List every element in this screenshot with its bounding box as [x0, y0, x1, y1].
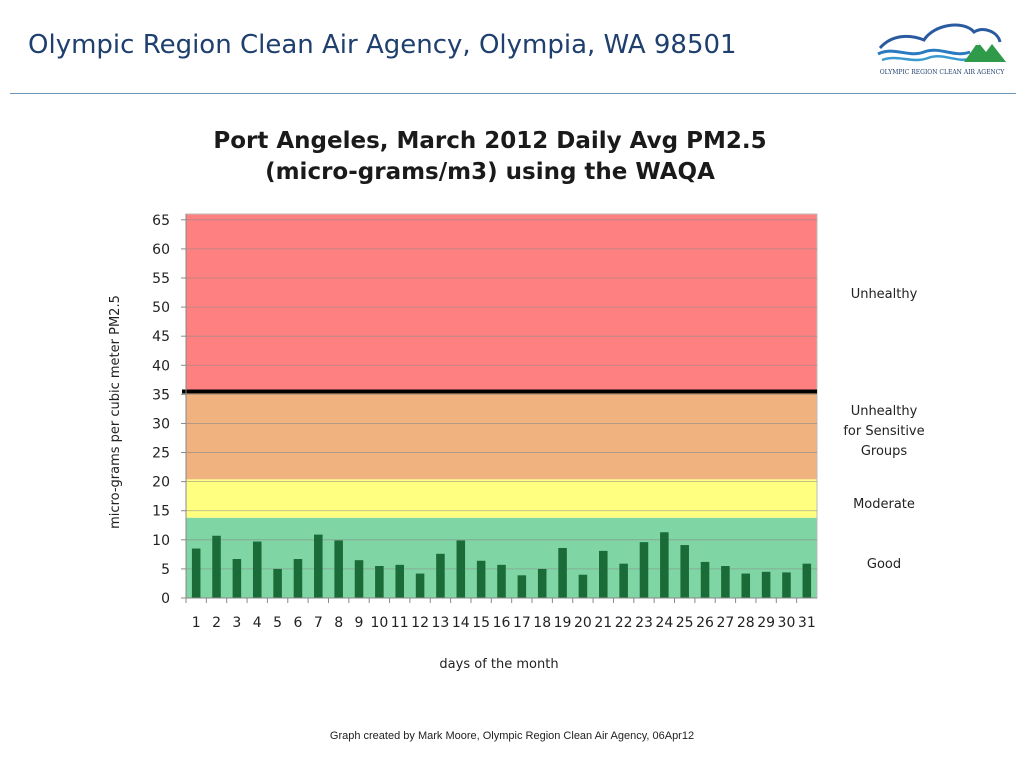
bar-day-29 — [761, 571, 771, 598]
band-label-good: Good — [867, 557, 901, 572]
x-tick-label: 12 — [411, 615, 429, 631]
y-tick-label: 20 — [152, 475, 170, 491]
y-tick-label: 55 — [152, 271, 170, 287]
bar-day-28 — [741, 573, 751, 598]
x-tick-label: 28 — [737, 615, 755, 631]
y-tick-label: 10 — [152, 533, 170, 549]
y-tick-label: 25 — [152, 446, 170, 462]
x-tick-label: 2 — [212, 615, 221, 631]
bar-day-26 — [700, 561, 710, 598]
band-label-unhealthy: Unhealthy — [851, 287, 918, 302]
x-tick-label: 22 — [615, 615, 633, 631]
x-tick-label: 15 — [472, 615, 490, 631]
x-tick-label: 16 — [493, 615, 511, 631]
y-axis-title: micro-grams per cubic meter PM2.5 — [108, 295, 123, 529]
x-tick-label: 3 — [232, 615, 241, 631]
x-tick-label: 29 — [757, 615, 775, 631]
band-moderate — [186, 479, 817, 518]
x-tick-label: 10 — [370, 615, 388, 631]
x-tick-label: 7 — [314, 615, 323, 631]
band-unhealthy — [186, 214, 817, 392]
x-tick-label: 21 — [594, 615, 612, 631]
bar-day-19 — [558, 547, 567, 598]
chart-title: Port Angeles, March 2012 Daily Avg PM2.5… — [150, 126, 830, 188]
bar-day-24 — [660, 532, 669, 598]
y-tick-label: 15 — [152, 504, 170, 520]
x-tick-label: 14 — [452, 615, 470, 631]
bar-series — [182, 389, 817, 598]
bar-day-7 — [314, 534, 323, 598]
x-tick-label: 26 — [696, 615, 714, 631]
bar-day-13 — [436, 553, 445, 598]
x-tick-label: 25 — [676, 615, 694, 631]
bar-day-18 — [537, 568, 547, 598]
band-unhealthy-for-sensitive-groups — [186, 391, 817, 480]
bar-day-5 — [273, 568, 282, 598]
x-tick-label: 9 — [355, 615, 364, 631]
bar-day-31 — [802, 563, 812, 598]
bar-day-8 — [334, 540, 343, 598]
bar-day-6 — [293, 559, 303, 598]
band-label-moderate: Moderate — [853, 497, 915, 512]
page-title: Olympic Region Clean Air Agency, Olympia… — [28, 30, 737, 60]
chart-title-line2: (micro-grams/m3) using the WAQA — [265, 159, 715, 185]
bar-day-9 — [354, 560, 364, 598]
footer-credit: Graph created by Mark Moore, Olympic Reg… — [329, 730, 695, 742]
bar-day-21 — [598, 550, 608, 598]
x-tick-label: 24 — [655, 615, 673, 631]
bar-day-22 — [619, 563, 628, 598]
x-tick-label: 8 — [334, 615, 343, 631]
x-tick-label: 31 — [798, 615, 816, 631]
bar-day-25 — [680, 545, 689, 598]
agency-logo: OLYMPIC REGION CLEAN AIR AGENCY — [877, 23, 1006, 76]
y-tick-label: 50 — [152, 300, 170, 316]
x-tick-label: 5 — [273, 615, 282, 631]
band-label-unhealthy-for-sensitive-groups: Unhealthy for Sensitive Groups — [843, 404, 924, 459]
x-tick-label: 17 — [513, 615, 531, 631]
bar-day-20 — [578, 574, 588, 598]
bar-day-10 — [375, 566, 384, 598]
x-tick-label: 30 — [778, 615, 796, 631]
header-divider — [10, 93, 1016, 94]
aqi-bands — [185, 213, 818, 599]
y-tick-label: 30 — [152, 416, 170, 432]
y-tick-label: 0 — [161, 591, 170, 607]
bar-day-12 — [415, 573, 425, 598]
x-tick-label: 13 — [432, 615, 450, 631]
y-tick-label: 35 — [152, 387, 170, 403]
bar-day-30 — [782, 572, 791, 598]
bar-day-4 — [252, 541, 262, 598]
x-tick-label: 23 — [635, 615, 653, 631]
bar-day-3 — [232, 559, 242, 598]
chart-title-line1: Port Angeles, March 2012 Daily Avg PM2.5 — [213, 128, 767, 154]
y-tick-label: 65 — [152, 213, 170, 229]
x-tick-label: 20 — [574, 615, 592, 631]
x-tick-label: 1 — [192, 615, 201, 631]
x-tick-label: 27 — [716, 615, 734, 631]
bar-day-14 — [456, 540, 466, 598]
x-tick-label: 19 — [554, 615, 572, 631]
x-tick-label: 11 — [391, 615, 409, 631]
x-tick-label: 6 — [293, 615, 302, 631]
x-axis-title: days of the month — [439, 657, 558, 672]
y-tick-label: 60 — [152, 242, 170, 258]
band-labels: Good Moderate Unhealthy for Sensitive Groups… — [843, 287, 924, 572]
x-tick-label: 4 — [253, 615, 262, 631]
y-tick-label: 40 — [152, 358, 170, 374]
bar-day-17 — [517, 575, 527, 598]
bar-day-11 — [395, 564, 405, 598]
y-tick-label: 45 — [152, 329, 170, 345]
bar-day-2 — [212, 535, 221, 598]
y-tick-label: 5 — [161, 562, 170, 578]
bar-day-16 — [497, 564, 506, 598]
bar-day-15 — [476, 560, 486, 598]
bar-day-23 — [639, 542, 649, 598]
logo-text: OLYMPIC REGION CLEAN AIR AGENCY — [880, 69, 1006, 76]
bar-day-1 — [191, 548, 201, 598]
bar-day-27 — [721, 566, 730, 598]
x-tick-label: 18 — [533, 615, 551, 631]
